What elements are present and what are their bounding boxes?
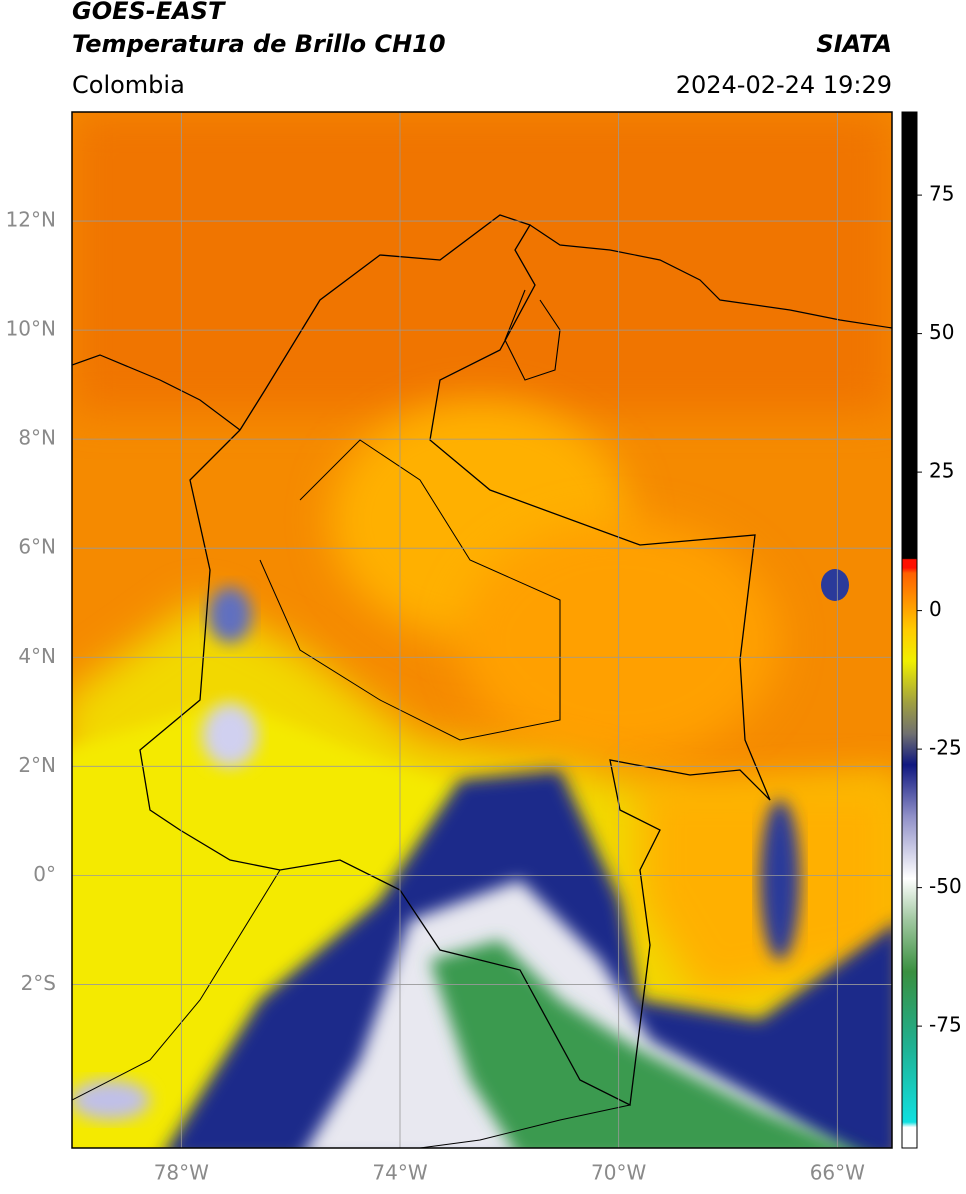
satellite-image (72, 112, 892, 1148)
lat-tick-label: 2°N (18, 753, 56, 777)
lon-tick-label: 70°W (591, 1161, 646, 1185)
colorbar-tick-label: -50 (929, 874, 962, 898)
region: Colombia (72, 71, 185, 99)
colorbar-tick-label: 50 (929, 320, 954, 344)
graticule (72, 112, 892, 1148)
lat-tick-label: 2°S (21, 971, 56, 995)
colorbar-tick-label: 75 (929, 182, 954, 206)
lon-tick-label: 74°W (372, 1161, 427, 1185)
map-frame (71, 111, 893, 1149)
lat-tick-label: 6°N (18, 535, 56, 559)
lat-tick-label: 12°N (6, 208, 56, 232)
colorbar (901, 111, 918, 1149)
colorbar-tick-label: 0 (929, 597, 942, 621)
lat-tick-label: 4°N (18, 644, 56, 668)
timestamp: 2024-02-24 19:29 (676, 71, 892, 99)
title-line2: Temperatura de Brillo CH10 (72, 30, 446, 58)
lon-tick-label: 66°W (810, 1161, 865, 1185)
colorbar-tick-label: 25 (929, 459, 954, 483)
source: SIATA (816, 30, 892, 58)
lon-tick-label: 78°W (154, 1161, 209, 1185)
colorbar-tick-label: -25 (929, 736, 962, 760)
title-line1: GOES-EAST (72, 0, 226, 25)
lat-tick-label: 0° (33, 862, 56, 886)
lat-tick-label: 8°N (18, 426, 56, 450)
colorbar-tick-label: -75 (929, 1013, 962, 1037)
lat-tick-label: 10°N (6, 317, 56, 341)
